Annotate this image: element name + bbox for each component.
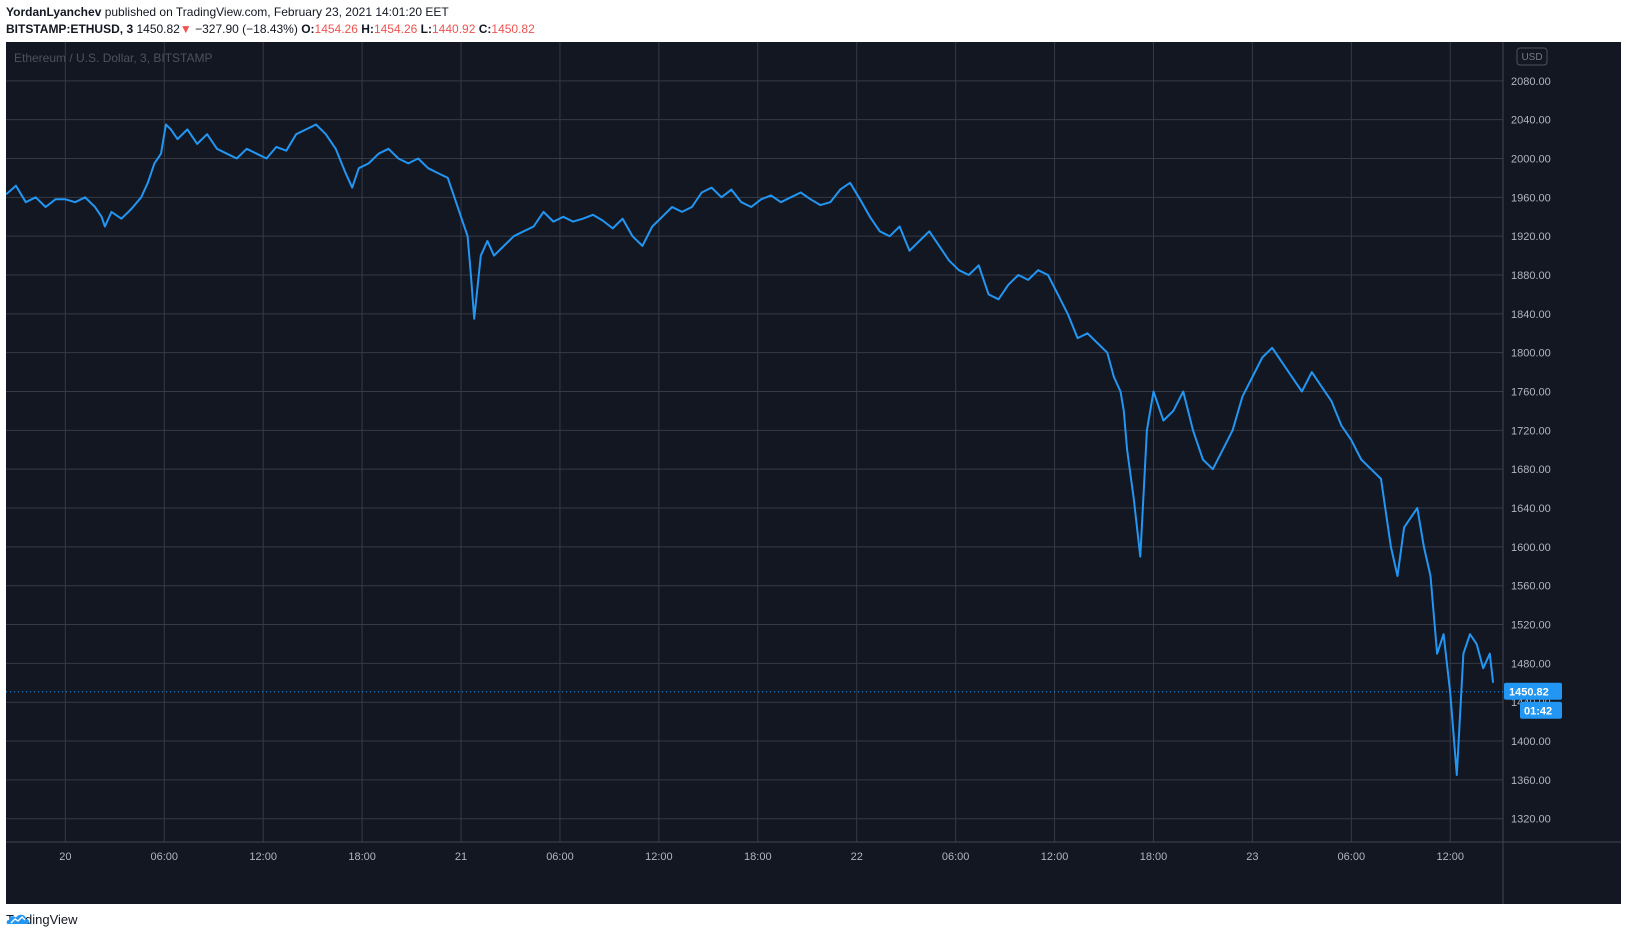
- low-label: L:: [420, 22, 432, 36]
- chart-header: YordanLyanchev published on TradingView.…: [6, 4, 535, 38]
- y-tick-label: 1600.00: [1511, 542, 1551, 554]
- y-axis: 2080.00 2040.00 2000.00 1960.00 1920.00 1880.…: [1511, 76, 1551, 826]
- close-label: C:: [478, 22, 492, 36]
- x-axis: 20 06:00 12:00 18:00 21 06:00 12:00 18:00 22 06:0…: [59, 851, 1464, 863]
- y-tick-label: 1880.00: [1511, 270, 1551, 282]
- published-text: published on TradingView.com, February 2…: [101, 5, 449, 19]
- x-tick-label: 06:00: [546, 851, 574, 863]
- y-tick-label: 1320.00: [1511, 814, 1551, 826]
- high-label: H:: [361, 22, 374, 36]
- x-tick-label: 06:00: [151, 851, 179, 863]
- currency-badge[interactable]: USD: [1516, 47, 1548, 66]
- y-tick-label: 1800.00: [1511, 348, 1551, 360]
- x-tick-label: 18:00: [348, 851, 376, 863]
- x-tick-label: 12:00: [1041, 851, 1069, 863]
- ohlc-line: BITSTAMP:ETHUSD, 3 1450.82▼ −327.90 (−18…: [6, 21, 535, 38]
- y-tick-label: 2000.00: [1511, 154, 1551, 166]
- y-tick-label: 2080.00: [1511, 76, 1551, 88]
- x-tick-label: 18:00: [744, 851, 772, 863]
- price-chart-svg[interactable]: Ethereum / U.S. Dollar, 3, BITSTAMP USD …: [6, 42, 1621, 904]
- grid-lines: [6, 42, 1621, 904]
- footer-brand[interactable]: TradingView: [6, 912, 78, 927]
- chart-title: Ethereum / U.S. Dollar, 3, BITSTAMP: [14, 51, 213, 65]
- x-tick-label: 20: [59, 851, 71, 863]
- x-tick-label: 12:00: [645, 851, 673, 863]
- y-tick-label: 1400.00: [1511, 736, 1551, 748]
- y-tick-label: 1360.00: [1511, 775, 1551, 787]
- x-tick-label: 23: [1246, 851, 1258, 863]
- x-tick-label: 22: [851, 851, 863, 863]
- author-name[interactable]: YordanLyanchev: [6, 5, 102, 19]
- x-tick-label: 06:00: [942, 851, 970, 863]
- y-tick-label: 1520.00: [1511, 620, 1551, 632]
- y-tick-label: 1960.00: [1511, 192, 1551, 204]
- last-price: 1450.82: [136, 22, 180, 36]
- open-label: O:: [301, 22, 315, 36]
- down-arrow-icon: ▼: [179, 22, 192, 36]
- x-tick-label: 12:00: [1436, 851, 1464, 863]
- y-tick-label: 1840.00: [1511, 309, 1551, 321]
- last-price-marker: 1450.82 01:42: [1504, 682, 1562, 719]
- y-tick-label: 1560.00: [1511, 581, 1551, 593]
- y-tick-label: 1760.00: [1511, 387, 1551, 399]
- y-tick-label: 1640.00: [1511, 503, 1551, 515]
- y-tick-label: 1720.00: [1511, 425, 1551, 437]
- high-value: 1454.26: [373, 22, 418, 36]
- x-tick-label: 18:00: [1140, 851, 1168, 863]
- y-tick-label: 1480.00: [1511, 658, 1551, 670]
- tradingview-cloud-icon: [6, 914, 30, 924]
- symbol-label: BITSTAMP:ETHUSD, 3: [6, 22, 134, 36]
- price-change: −327.90 (−18.43%): [195, 22, 298, 36]
- x-tick-label: 21: [455, 851, 467, 863]
- close-value: 1450.82: [491, 22, 535, 36]
- price-series-line: [6, 123, 1495, 776]
- countdown-label: 01:42: [1524, 706, 1552, 718]
- y-tick-label: 2040.00: [1511, 115, 1551, 127]
- publish-line: YordanLyanchev published on TradingView.…: [6, 4, 535, 21]
- low-value: 1440.92: [432, 22, 476, 36]
- y-tick-label: 1680.00: [1511, 464, 1551, 476]
- last-price-label: 1450.82: [1509, 687, 1549, 699]
- chart-area[interactable]: Ethereum / U.S. Dollar, 3, BITSTAMP USD …: [6, 42, 1621, 904]
- currency-badge-label: USD: [1521, 52, 1542, 63]
- open-value: 1454.26: [314, 22, 358, 36]
- y-tick-label: 1920.00: [1511, 231, 1551, 243]
- x-tick-label: 12:00: [249, 851, 277, 863]
- x-tick-label: 06:00: [1338, 851, 1366, 863]
